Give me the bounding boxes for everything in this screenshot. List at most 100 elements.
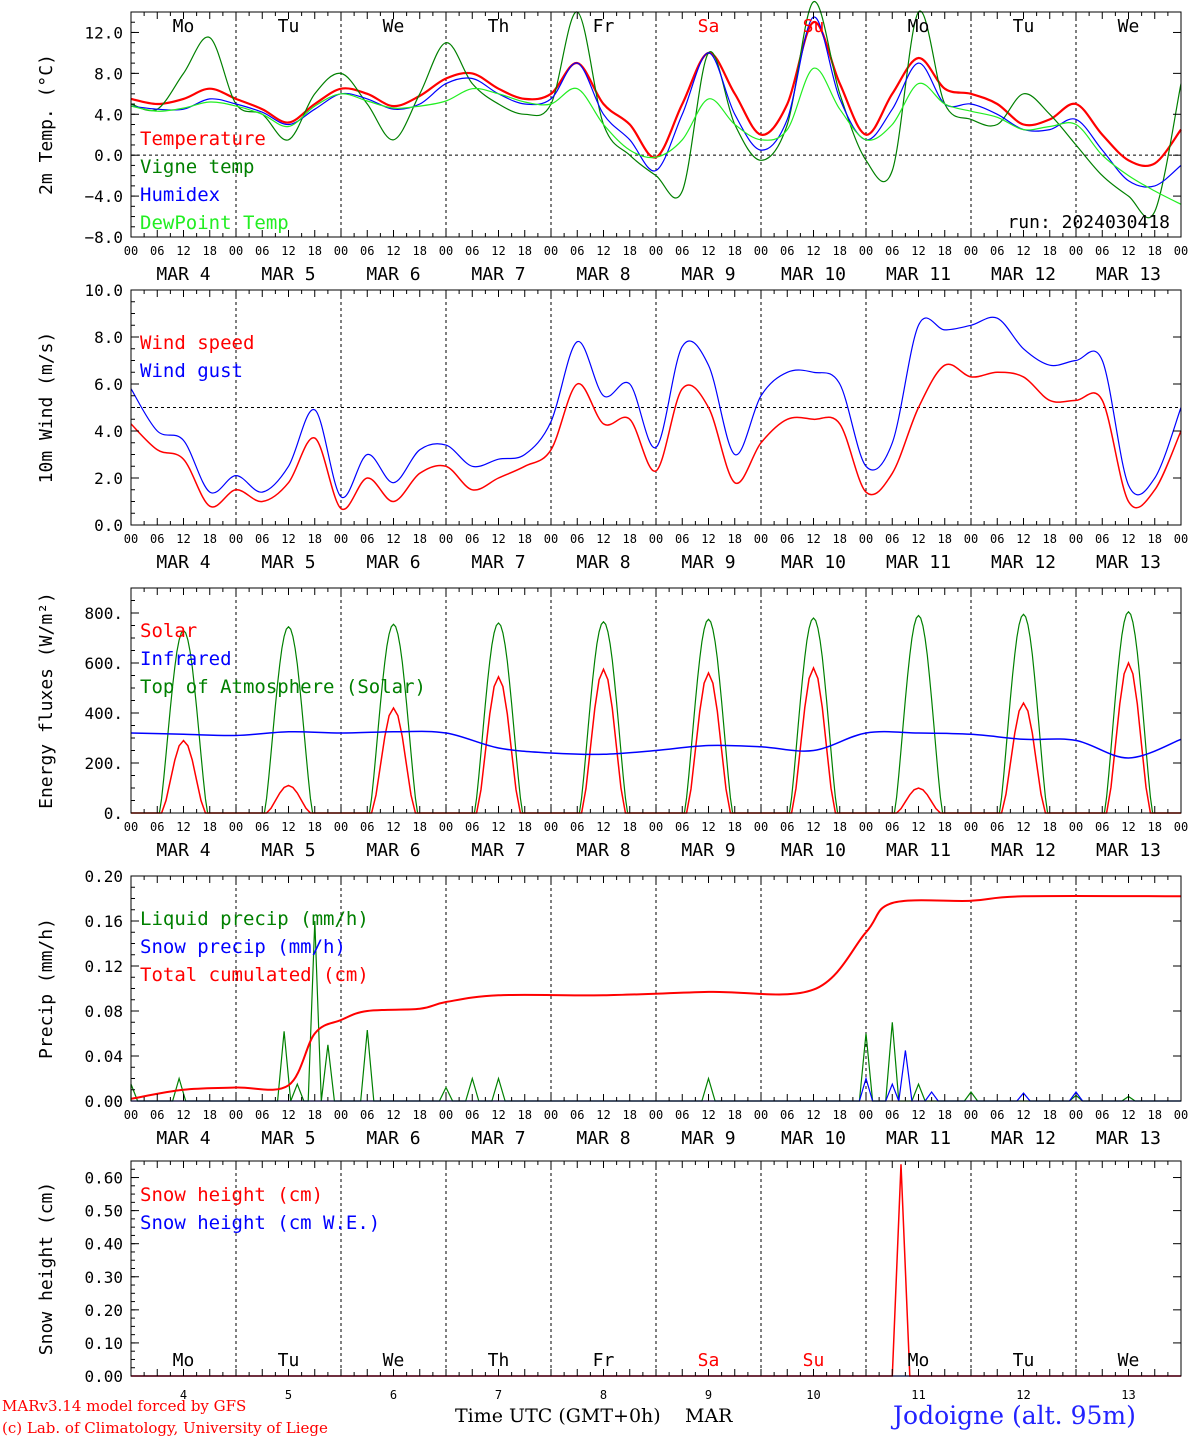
hour-tick-label: 00 [1069, 1108, 1083, 1122]
hour-tick-label: 06 [885, 244, 899, 258]
hour-tick-label: 12 [701, 1108, 715, 1122]
legend-item: Infrared [140, 648, 232, 670]
hour-tick-label: 06 [465, 1108, 479, 1122]
weekday-label: Th [488, 1350, 510, 1371]
hour-tick-label: 00 [439, 532, 453, 546]
date-tick-label: 12 [1016, 1388, 1030, 1402]
hour-tick-label: 00 [124, 244, 138, 258]
hour-tick-label: 12 [596, 244, 610, 258]
hour-tick-label: 18 [1043, 244, 1057, 258]
model-credit: MARv3.14 model forced by GFS [2, 1397, 247, 1415]
y-tick-label: 6.0 [94, 375, 123, 394]
hour-tick-label: 00 [649, 1108, 663, 1122]
legend-item: DewPoint Temp [140, 212, 289, 234]
legend-item: Snow height (cm W.E.) [140, 1212, 380, 1234]
hour-tick-label: 06 [360, 820, 374, 834]
hour-tick-label: 06 [780, 244, 794, 258]
y-tick-label: 0.60 [84, 1169, 123, 1188]
hour-tick-label: 12 [176, 820, 190, 834]
weekday-label: Tu [1013, 16, 1035, 37]
date-label: MAR 8 [576, 840, 630, 861]
hour-tick-label: 12 [911, 532, 925, 546]
hour-tick-label: 18 [1148, 532, 1162, 546]
hour-tick-label: 18 [1148, 244, 1162, 258]
hour-tick-label: 12 [1016, 244, 1030, 258]
hour-tick-label: 12 [806, 244, 820, 258]
hour-tick-label: 00 [124, 532, 138, 546]
hour-tick-label: 12 [596, 532, 610, 546]
hour-tick-label: 06 [780, 532, 794, 546]
hour-tick-label: 06 [885, 1108, 899, 1122]
legend-item: Humidex [140, 184, 220, 206]
date-label: MAR 8 [576, 1128, 630, 1149]
weekday-label: Tu [278, 1350, 300, 1371]
hour-tick-label: 06 [570, 244, 584, 258]
series-line-humidex [130, 16, 1182, 188]
hour-tick-label: 12 [1016, 1108, 1030, 1122]
y-axis-label: 2m Temp. (°C) [36, 54, 57, 195]
hour-tick-label: 00 [1069, 532, 1083, 546]
hour-tick-label: 00 [964, 532, 978, 546]
hour-tick-label: 18 [308, 532, 322, 546]
date-label: MAR 5 [261, 1128, 315, 1149]
date-label: MAR 13 [1096, 264, 1161, 285]
y-tick-label: 4.0 [94, 422, 123, 441]
y-tick-label: 0.0 [94, 516, 123, 535]
date-label: MAR 10 [781, 840, 846, 861]
y-axis-label: Precip (mm/h) [36, 918, 57, 1059]
x-axis-title: Time UTC (GMT+0h) [455, 1405, 661, 1427]
hour-tick-label: 06 [1095, 1108, 1109, 1122]
date-label: MAR 6 [366, 840, 420, 861]
date-tick-label: 7 [495, 1388, 502, 1402]
hour-tick-label: 06 [255, 1108, 269, 1122]
hour-tick-label: 18 [308, 820, 322, 834]
run-label: run: 2024030418 [1007, 212, 1170, 233]
date-label: MAR 7 [471, 840, 525, 861]
y-tick-label: 8.0 [94, 64, 123, 83]
hour-tick-label: 00 [124, 820, 138, 834]
date-label: MAR 13 [1096, 552, 1161, 573]
hour-tick-label: 06 [255, 244, 269, 258]
series-line-dewpoint-temp [130, 67, 1182, 205]
hour-tick-label: 18 [413, 244, 427, 258]
hour-tick-label: 06 [885, 820, 899, 834]
hour-tick-label: 06 [1095, 244, 1109, 258]
hour-tick-label: 12 [806, 532, 820, 546]
y-axis-label: 10m Wind (m/s) [36, 332, 57, 484]
y-tick-label: 0.20 [84, 867, 123, 886]
hour-tick-label: 18 [518, 244, 532, 258]
date-label: MAR 4 [156, 264, 210, 285]
hour-tick-label: 06 [150, 820, 164, 834]
hour-tick-label: 00 [229, 244, 243, 258]
hour-tick-label: 00 [964, 820, 978, 834]
weekday-label: Su [803, 1350, 825, 1371]
hour-tick-label: 00 [964, 1108, 978, 1122]
hour-tick-label: 06 [675, 820, 689, 834]
y-axis-label: Energy fluxes (W/m²) [36, 592, 57, 809]
hour-tick-label: 12 [1121, 532, 1135, 546]
y-tick-label: 10.0 [84, 281, 123, 300]
weekday-label: Mo [173, 1350, 195, 1371]
date-label: MAR 7 [471, 552, 525, 573]
hour-tick-label: 12 [911, 244, 925, 258]
hour-tick-label: 06 [255, 532, 269, 546]
hour-tick-label: 18 [518, 820, 532, 834]
date-label: MAR 12 [991, 840, 1056, 861]
y-tick-label: 0.30 [84, 1268, 123, 1287]
date-label: MAR 10 [781, 552, 846, 573]
legend-item: Wind speed [140, 332, 254, 354]
hour-tick-label: 12 [386, 1108, 400, 1122]
y-tick-label: −8.0 [84, 228, 123, 247]
y-tick-label: 600. [84, 654, 123, 673]
hour-tick-label: 06 [1095, 532, 1109, 546]
panel-snow: 0.60 0.50 0.40 0.30 0.20 0.10 0.00 Snow height … [36, 1160, 1182, 1402]
hour-tick-label: 12 [806, 1108, 820, 1122]
date-label: MAR 12 [991, 552, 1056, 573]
weekday-label: We [383, 1350, 405, 1371]
weekday-label: Sa [698, 16, 720, 37]
hour-tick-label: 06 [990, 820, 1004, 834]
hour-tick-label: 00 [649, 532, 663, 546]
hour-tick-label: 06 [360, 1108, 374, 1122]
date-label: MAR 5 [261, 840, 315, 861]
y-tick-label: 200. [84, 754, 123, 773]
